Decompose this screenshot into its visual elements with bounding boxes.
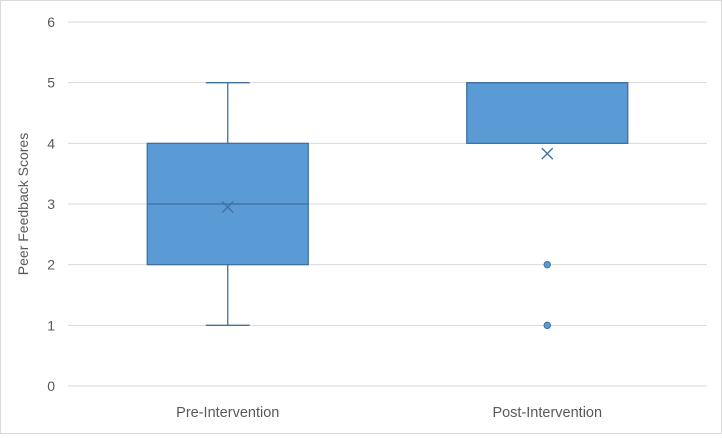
box-plots — [146, 82, 629, 330]
y-tick-label: 1 — [47, 317, 55, 333]
outlier-point — [543, 321, 551, 330]
x-category-label: Post-Intervention — [492, 405, 602, 421]
y-tick-label: 2 — [47, 257, 55, 273]
x-category-label: Pre-Intervention — [176, 405, 279, 421]
box-plot-pre — [146, 82, 309, 326]
y-tick-label: 5 — [47, 75, 55, 91]
y-axis-tick-labels: 0 1 2 3 4 5 6 — [47, 14, 55, 394]
mean-marker — [221, 201, 234, 213]
outlier-point — [543, 260, 551, 269]
mean-marker — [541, 147, 554, 160]
y-tick-label: 3 — [47, 196, 55, 212]
y-tick-label: 4 — [47, 135, 55, 151]
y-axis-title: Peer Feedback Scores — [15, 133, 31, 275]
box-plot-post — [466, 82, 629, 330]
x-axis-category-labels: Pre-Intervention Post-Intervention — [176, 405, 602, 421]
y-tick-label: 0 — [47, 378, 55, 394]
interquartile-box — [466, 82, 629, 144]
y-tick-label: 6 — [47, 14, 55, 30]
